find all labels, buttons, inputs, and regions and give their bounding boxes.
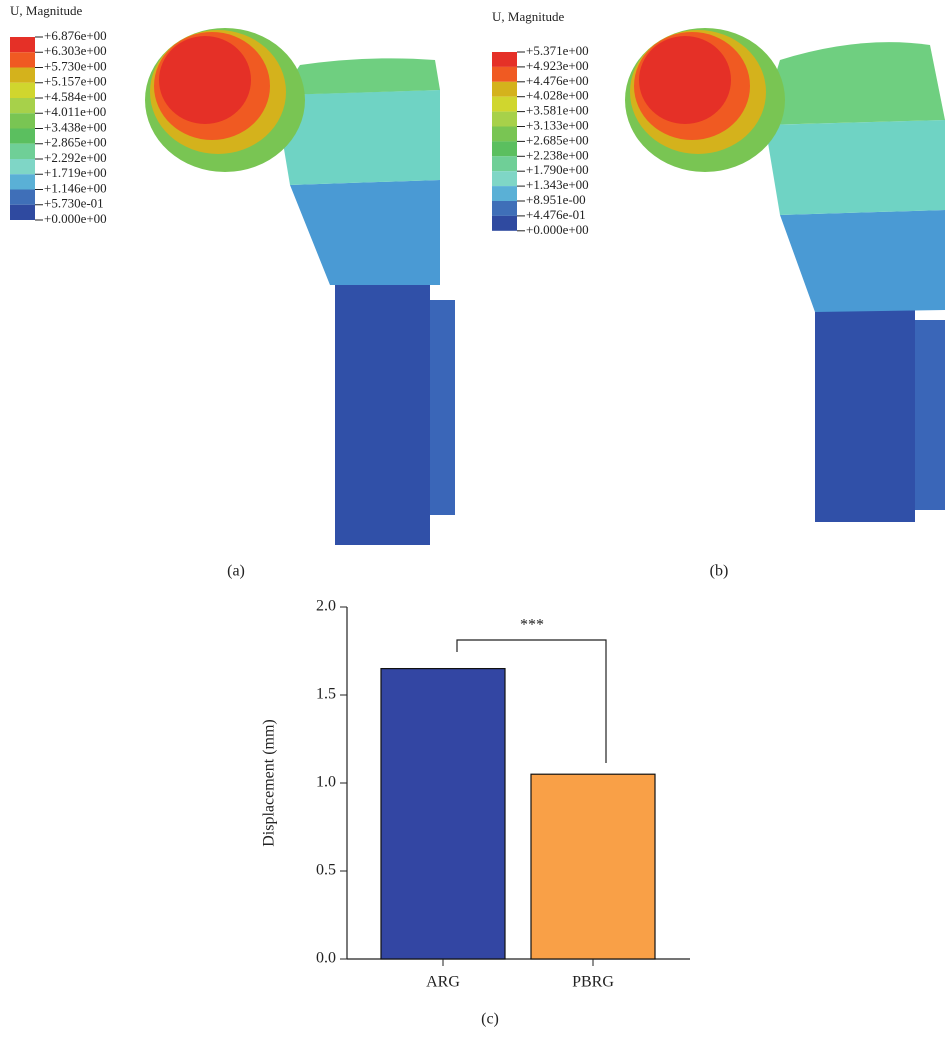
y-tick-label: 1.0 [316, 774, 336, 791]
legend-label: +4.028e+00 [526, 88, 589, 103]
legend-label: +5.157e+00 [44, 74, 107, 89]
legend-swatch [10, 204, 35, 220]
legend-swatch [10, 113, 35, 129]
femur-b [625, 28, 945, 522]
band [275, 90, 440, 185]
legend-label: +6.303e+00 [44, 43, 107, 58]
legend-swatch [492, 126, 517, 142]
legend-label: +8.951e-00 [526, 192, 586, 207]
legend-swatch [492, 171, 517, 187]
legend-label: +3.581e+00 [526, 103, 589, 118]
legend-label: +2.292e+00 [44, 150, 107, 165]
legend-swatch [10, 159, 35, 175]
legend-label: +4.476e-01 [526, 207, 586, 222]
shaft [815, 310, 915, 522]
legend-label: +5.730e+00 [44, 58, 107, 73]
y-tick-label: 0.0 [316, 950, 336, 967]
caption: (c) [481, 1011, 499, 1028]
legend-label: +0.000e+00 [526, 222, 589, 237]
bar [530, 773, 656, 960]
legend-swatch [10, 189, 35, 205]
legend-swatch [492, 141, 517, 157]
legend-swatch [492, 201, 517, 216]
y-axis-label: Displacement (mm) [261, 719, 278, 847]
x-tick-label: ARG [426, 974, 460, 991]
legend-label: +5.371e+00 [526, 43, 589, 58]
legend-label: +1.146e+00 [44, 180, 107, 195]
legend-label: +3.438e+00 [44, 119, 107, 134]
annotation: *** [520, 617, 544, 634]
caption: (b) [710, 563, 729, 580]
legend-swatch [10, 98, 35, 114]
legend-label: +1.719e+00 [44, 165, 107, 180]
legend-label: +2.865e+00 [44, 135, 107, 150]
legend-label: +2.685e+00 [526, 132, 589, 147]
legend-label: +4.584e+00 [44, 89, 107, 104]
legend-label: +5.730e-01 [44, 196, 104, 211]
y-tick-label: 2.0 [316, 598, 336, 615]
legend-swatch [492, 111, 517, 127]
band [765, 120, 945, 215]
legend-swatch [10, 128, 35, 144]
x-tick-label: PBRG [572, 974, 614, 991]
legend-swatch [492, 66, 517, 82]
legend-swatch [10, 82, 35, 98]
band [280, 58, 440, 95]
bar [380, 667, 506, 960]
plate [430, 300, 455, 515]
legend-label: +4.476e+00 [526, 73, 589, 88]
legend-label: +2.238e+00 [526, 147, 589, 162]
legend-label: +4.011e+00 [44, 104, 106, 119]
band [290, 180, 440, 285]
shaft [335, 280, 430, 545]
y-tick-label: 1.5 [316, 686, 336, 703]
legend-label: +1.343e+00 [526, 177, 589, 192]
legend-label: +6.876e+00 [44, 28, 107, 43]
legend-label: +0.000e+00 [44, 211, 107, 226]
legend-label: +4.923e+00 [526, 58, 589, 73]
legend-swatch [492, 186, 517, 201]
femur-a [145, 28, 455, 545]
caption: (a) [227, 563, 245, 580]
legend-swatch [10, 67, 35, 83]
y-tick-label: 0.5 [316, 862, 336, 879]
band [760, 42, 945, 126]
legend-swatch [10, 52, 35, 68]
legend-swatch [492, 52, 517, 67]
plate [915, 320, 945, 510]
legend-label: +1.790e+00 [526, 162, 589, 177]
head [639, 36, 731, 124]
legend-swatch [10, 174, 35, 190]
band [780, 210, 945, 312]
legend-swatch [492, 81, 517, 97]
legend-title: U, Magnitude [492, 9, 564, 24]
legend-title: U, Magnitude [10, 3, 82, 18]
head [159, 36, 251, 124]
legend-swatch [492, 96, 517, 112]
legend-swatch [492, 156, 517, 172]
legend-swatch [492, 215, 517, 231]
legend-label: +3.133e+00 [526, 117, 589, 132]
legend-swatch [10, 143, 35, 159]
significance-bracket [456, 639, 607, 763]
legend-swatch [10, 37, 35, 53]
